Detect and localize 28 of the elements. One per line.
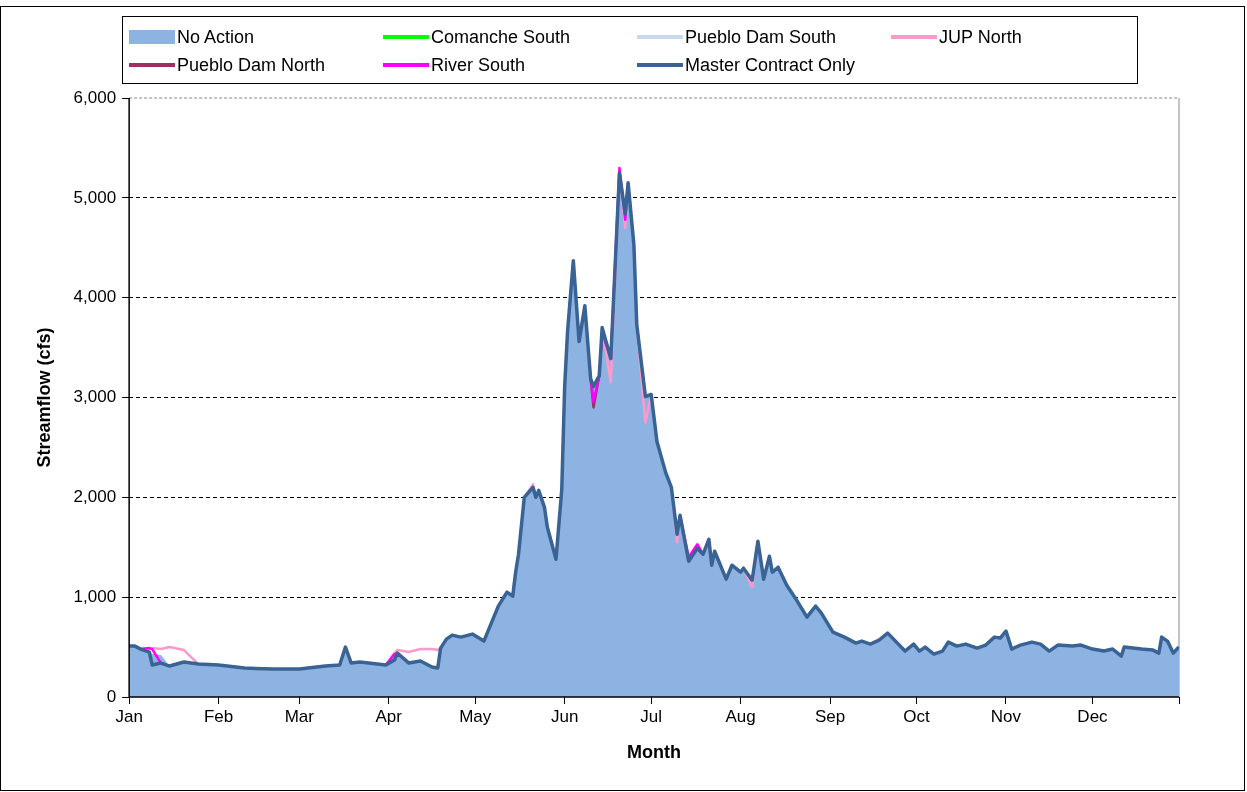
x-tick-label: Jul — [640, 706, 663, 726]
y-tick-label: 2,000 — [73, 487, 117, 507]
legend-label: Comanche South — [431, 26, 571, 48]
x-tick-label: May — [459, 706, 492, 726]
y-axis-title: Streamflow (cfs) — [33, 327, 54, 468]
legend-label: Pueblo Dam North — [177, 54, 326, 76]
x-tick-label: Sep — [814, 706, 846, 726]
y-tick-label: 3,000 — [73, 387, 117, 407]
x-tick-label: Feb — [203, 706, 234, 726]
x-tick-label: Mar — [284, 706, 315, 726]
legend-label: JUP North — [939, 26, 1022, 48]
y-tick-label: 1,000 — [73, 586, 117, 606]
x-tick-label: Oct — [903, 706, 931, 726]
y-tick-label: 4,000 — [73, 287, 117, 307]
x-axis-title: Month — [627, 742, 682, 763]
x-tick-label: Aug — [725, 706, 756, 726]
y-tick-label: 0 — [106, 686, 117, 706]
legend-label: River South — [431, 54, 526, 76]
legend-label: Master Contract Only — [685, 54, 856, 76]
y-tick-label: 6,000 — [73, 87, 117, 107]
x-tick-label: Apr — [375, 706, 403, 726]
x-tick-label: Dec — [1077, 706, 1109, 726]
x-tick-label: Jan — [115, 706, 143, 726]
legend-label: No Action — [177, 26, 255, 48]
x-tick-label: Nov — [990, 706, 1022, 726]
x-tick-label: Jun — [550, 706, 579, 726]
y-tick-label: 5,000 — [73, 187, 117, 207]
legend-label: Pueblo Dam South — [685, 26, 837, 48]
